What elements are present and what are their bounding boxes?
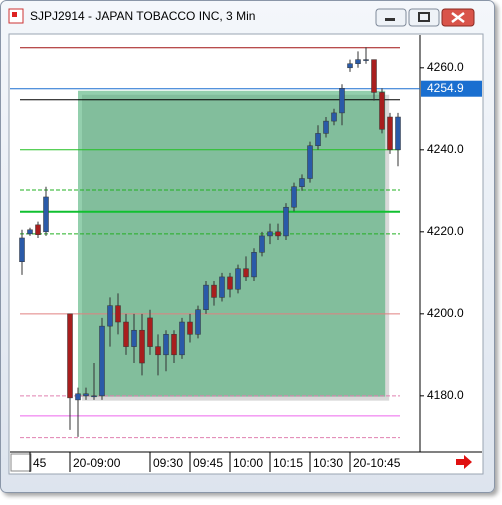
x-tick-label: 09:45 [193,456,223,470]
x-tick-label: 20-10:45 [353,456,401,470]
y-tick-label: 4180.0 [427,388,464,402]
candle-body [379,92,385,130]
candle-body [347,63,353,69]
candle-body [275,231,281,237]
y-tick-label: 4260.0 [427,60,464,74]
candle-body [267,231,273,237]
last-price-box [421,80,482,97]
candle-body [67,313,73,399]
candle-body [395,116,401,151]
candle-body [315,133,321,146]
maximize-button[interactable] [408,8,440,27]
target-zone [78,90,386,397]
candle-body [219,276,225,298]
candle-body [187,321,193,335]
x-tick-label: 10:15 [273,456,303,470]
x-tick-label: 10:30 [313,456,343,470]
candle-body [203,284,209,310]
candle-body [19,237,25,262]
candle-body [107,305,113,327]
candle-body [123,321,129,347]
candle-body [251,252,257,278]
last-price-label: 4254.9 [427,81,464,95]
candle-body [99,325,105,397]
candle-body [155,346,161,356]
candle-body [211,284,217,298]
candle-body [387,116,393,151]
candle-body [243,268,249,278]
candle-body [43,196,49,233]
candle-body [331,112,337,122]
x-tick-label: 10:00 [233,456,263,470]
y-tick-label: 4240.0 [427,142,464,156]
candle-body [355,59,361,64]
candle-body [35,224,41,235]
candle-body [147,317,153,347]
close-button[interactable] [441,8,475,27]
x-tick-label: 45 [33,456,47,470]
candle-body [171,334,177,356]
candle-body [299,178,305,187]
candle-body [227,276,233,290]
y-tick-label: 4200.0 [427,306,464,320]
corner-box[interactable] [10,453,32,472]
x-tick-label: 09:30 [153,456,183,470]
candle-body [75,393,81,401]
candle-body [307,145,313,179]
x-tick-label: 20-09:00 [73,456,121,470]
scroll-right-arrow[interactable] [456,455,472,469]
candle-body [195,309,201,335]
candle-body [259,235,265,253]
candle-body [83,393,89,397]
candle-body [339,88,345,114]
candle-body [91,395,97,398]
candle-body [323,120,329,134]
candle-body [363,59,369,61]
candle-body [235,268,241,290]
candle-body [115,305,121,323]
window-title: SJPJ2914 - JAPAN TOBACCO INC, 3 Min [30,9,255,23]
candle-body [291,186,297,208]
app-icon-mark [12,12,17,17]
candle-body [131,329,137,347]
candle-body [371,59,377,93]
candle-body [27,229,33,235]
candle-body [283,206,289,237]
minimize-button[interactable] [375,8,407,27]
candle-body [179,321,185,356]
y-tick-label: 4220.0 [427,224,464,238]
candle-body [163,334,169,356]
candle-body [139,329,145,364]
